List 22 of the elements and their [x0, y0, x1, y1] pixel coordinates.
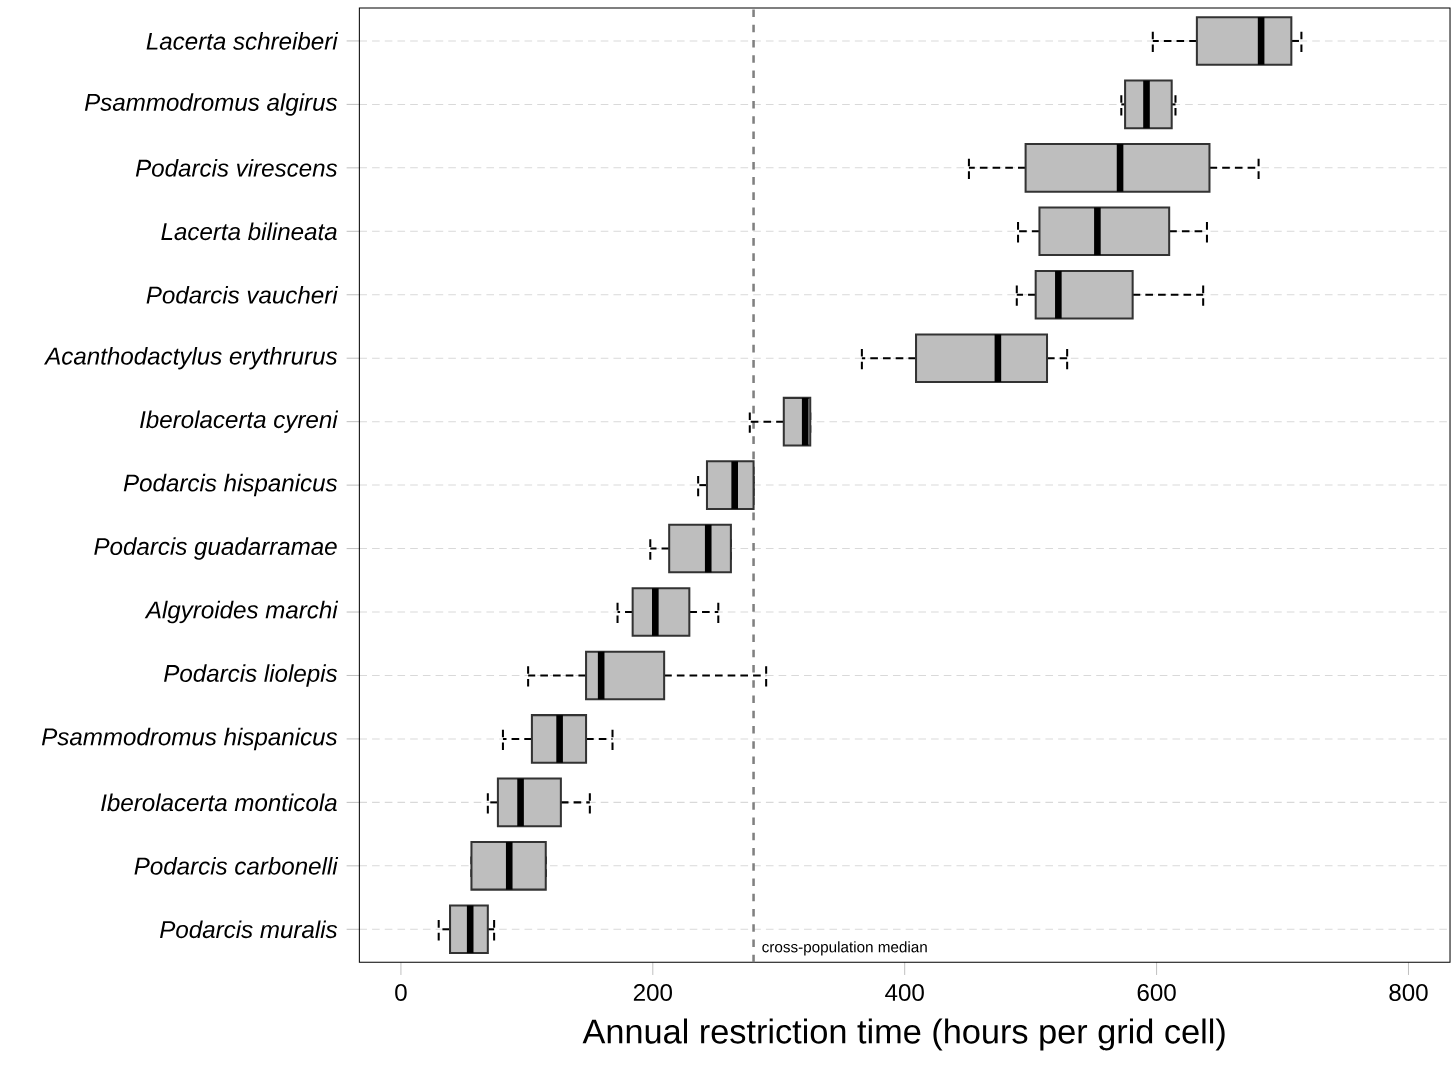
y-tick-label: Psammodromus algirus: [84, 93, 338, 116]
y-tick-label: Iberolacerta cyreni: [140, 410, 339, 434]
y-tick-label: Podarcis carbonelli: [134, 857, 339, 875]
x-tick-label: 600: [1137, 984, 1176, 1002]
y-tick-label: Podarcis vaucheri: [146, 286, 339, 304]
x-tick-label: 400: [885, 984, 924, 1002]
x-tick-label: 0: [395, 984, 407, 1002]
y-tick-label: Algyroides marchi: [144, 600, 339, 624]
y-tick-label: Psammodromus hispanicus: [41, 727, 338, 751]
y-tick-label: Podarcis hispanicus: [123, 474, 338, 497]
y-tick-label: Acanthodactylus erythrurus: [43, 347, 338, 370]
y-tick-label: Lacerta schreiberi: [146, 32, 339, 50]
y-tick-label: Iberolacerta monticola: [101, 793, 337, 812]
y-tick-label: Podarcis liolepis: [164, 664, 338, 687]
x-tick-label: 800: [1389, 984, 1428, 1002]
x-tick-label: 200: [633, 984, 672, 1002]
y-tick-label: Podarcis virescens: [135, 159, 338, 177]
y-tick-label: Podarcis guadarramae: [94, 537, 337, 560]
x-axis-title: Annual restriction time (hours per grid cell): [582, 1018, 1225, 1051]
ref-line-label: cross-population median: [762, 941, 927, 956]
y-tick-label: Podarcis muralis: [160, 920, 338, 939]
y-tick-label: Lacerta bilineata: [161, 222, 337, 241]
